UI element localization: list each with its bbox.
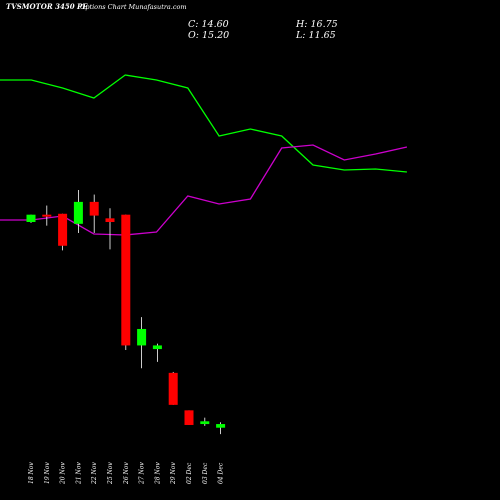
candle-body (168, 372, 178, 405)
x-tick-label: 29 Nov (170, 462, 177, 485)
magenta-line (0, 144, 408, 236)
candle-body (184, 410, 194, 425)
candle-body (121, 214, 131, 346)
candle (137, 317, 147, 369)
x-tick-label: 28 Nov (154, 462, 161, 485)
x-tick-label: 21 Nov (75, 462, 82, 485)
open-value: O: 15.20 (188, 30, 229, 41)
x-tick-label: 20 Nov (60, 462, 67, 485)
candle-body (216, 424, 226, 428)
candle-body (73, 201, 83, 224)
x-tick-label: 19 Nov (44, 462, 51, 484)
candle-body (26, 214, 36, 222)
candle-body (200, 421, 210, 425)
x-tick-label: 04 Dec (218, 462, 225, 484)
low-value: L: 11.65 (295, 30, 336, 41)
close-value: C: 14.60 (188, 19, 229, 30)
candle-body (152, 345, 162, 350)
candle (168, 371, 178, 405)
candle-body (42, 214, 52, 217)
candle (26, 214, 36, 223)
high-value: H: 16.75 (295, 19, 338, 30)
x-tick-label: 25 Nov (107, 462, 114, 485)
candle (200, 417, 210, 426)
candle (73, 190, 83, 233)
candle (58, 213, 68, 251)
x-tick-label: 27 Nov (139, 462, 146, 485)
candle-body (105, 218, 115, 222)
candle-body (58, 213, 68, 246)
candle (42, 205, 52, 226)
chart-subtitle: Options Chart Munafasutra.com (80, 3, 187, 11)
candle (184, 410, 194, 425)
candle (105, 208, 115, 250)
candle (89, 194, 99, 233)
green-line (0, 74, 407, 173)
candle (121, 214, 131, 350)
x-tick-label: 22 Nov (91, 462, 98, 485)
chart-title: TVSMOTOR 3450 PE (6, 2, 88, 11)
x-tick-label: 18 Nov (28, 462, 35, 484)
x-tick-label: 02 Dec (186, 462, 193, 484)
x-tick-label: 26 Nov (123, 462, 130, 485)
candles (26, 190, 226, 435)
indicator-lines (0, 74, 408, 236)
candle (152, 343, 162, 362)
x-tick-label: 03 Dec (202, 462, 209, 484)
candle (216, 422, 226, 435)
candle-body (137, 328, 147, 346)
candle-body (89, 201, 99, 216)
x-axis-ticks: 18 Nov 19 Nov 20 Nov 21 Nov 22 Nov 25 Nov 26 N… (28, 462, 225, 485)
